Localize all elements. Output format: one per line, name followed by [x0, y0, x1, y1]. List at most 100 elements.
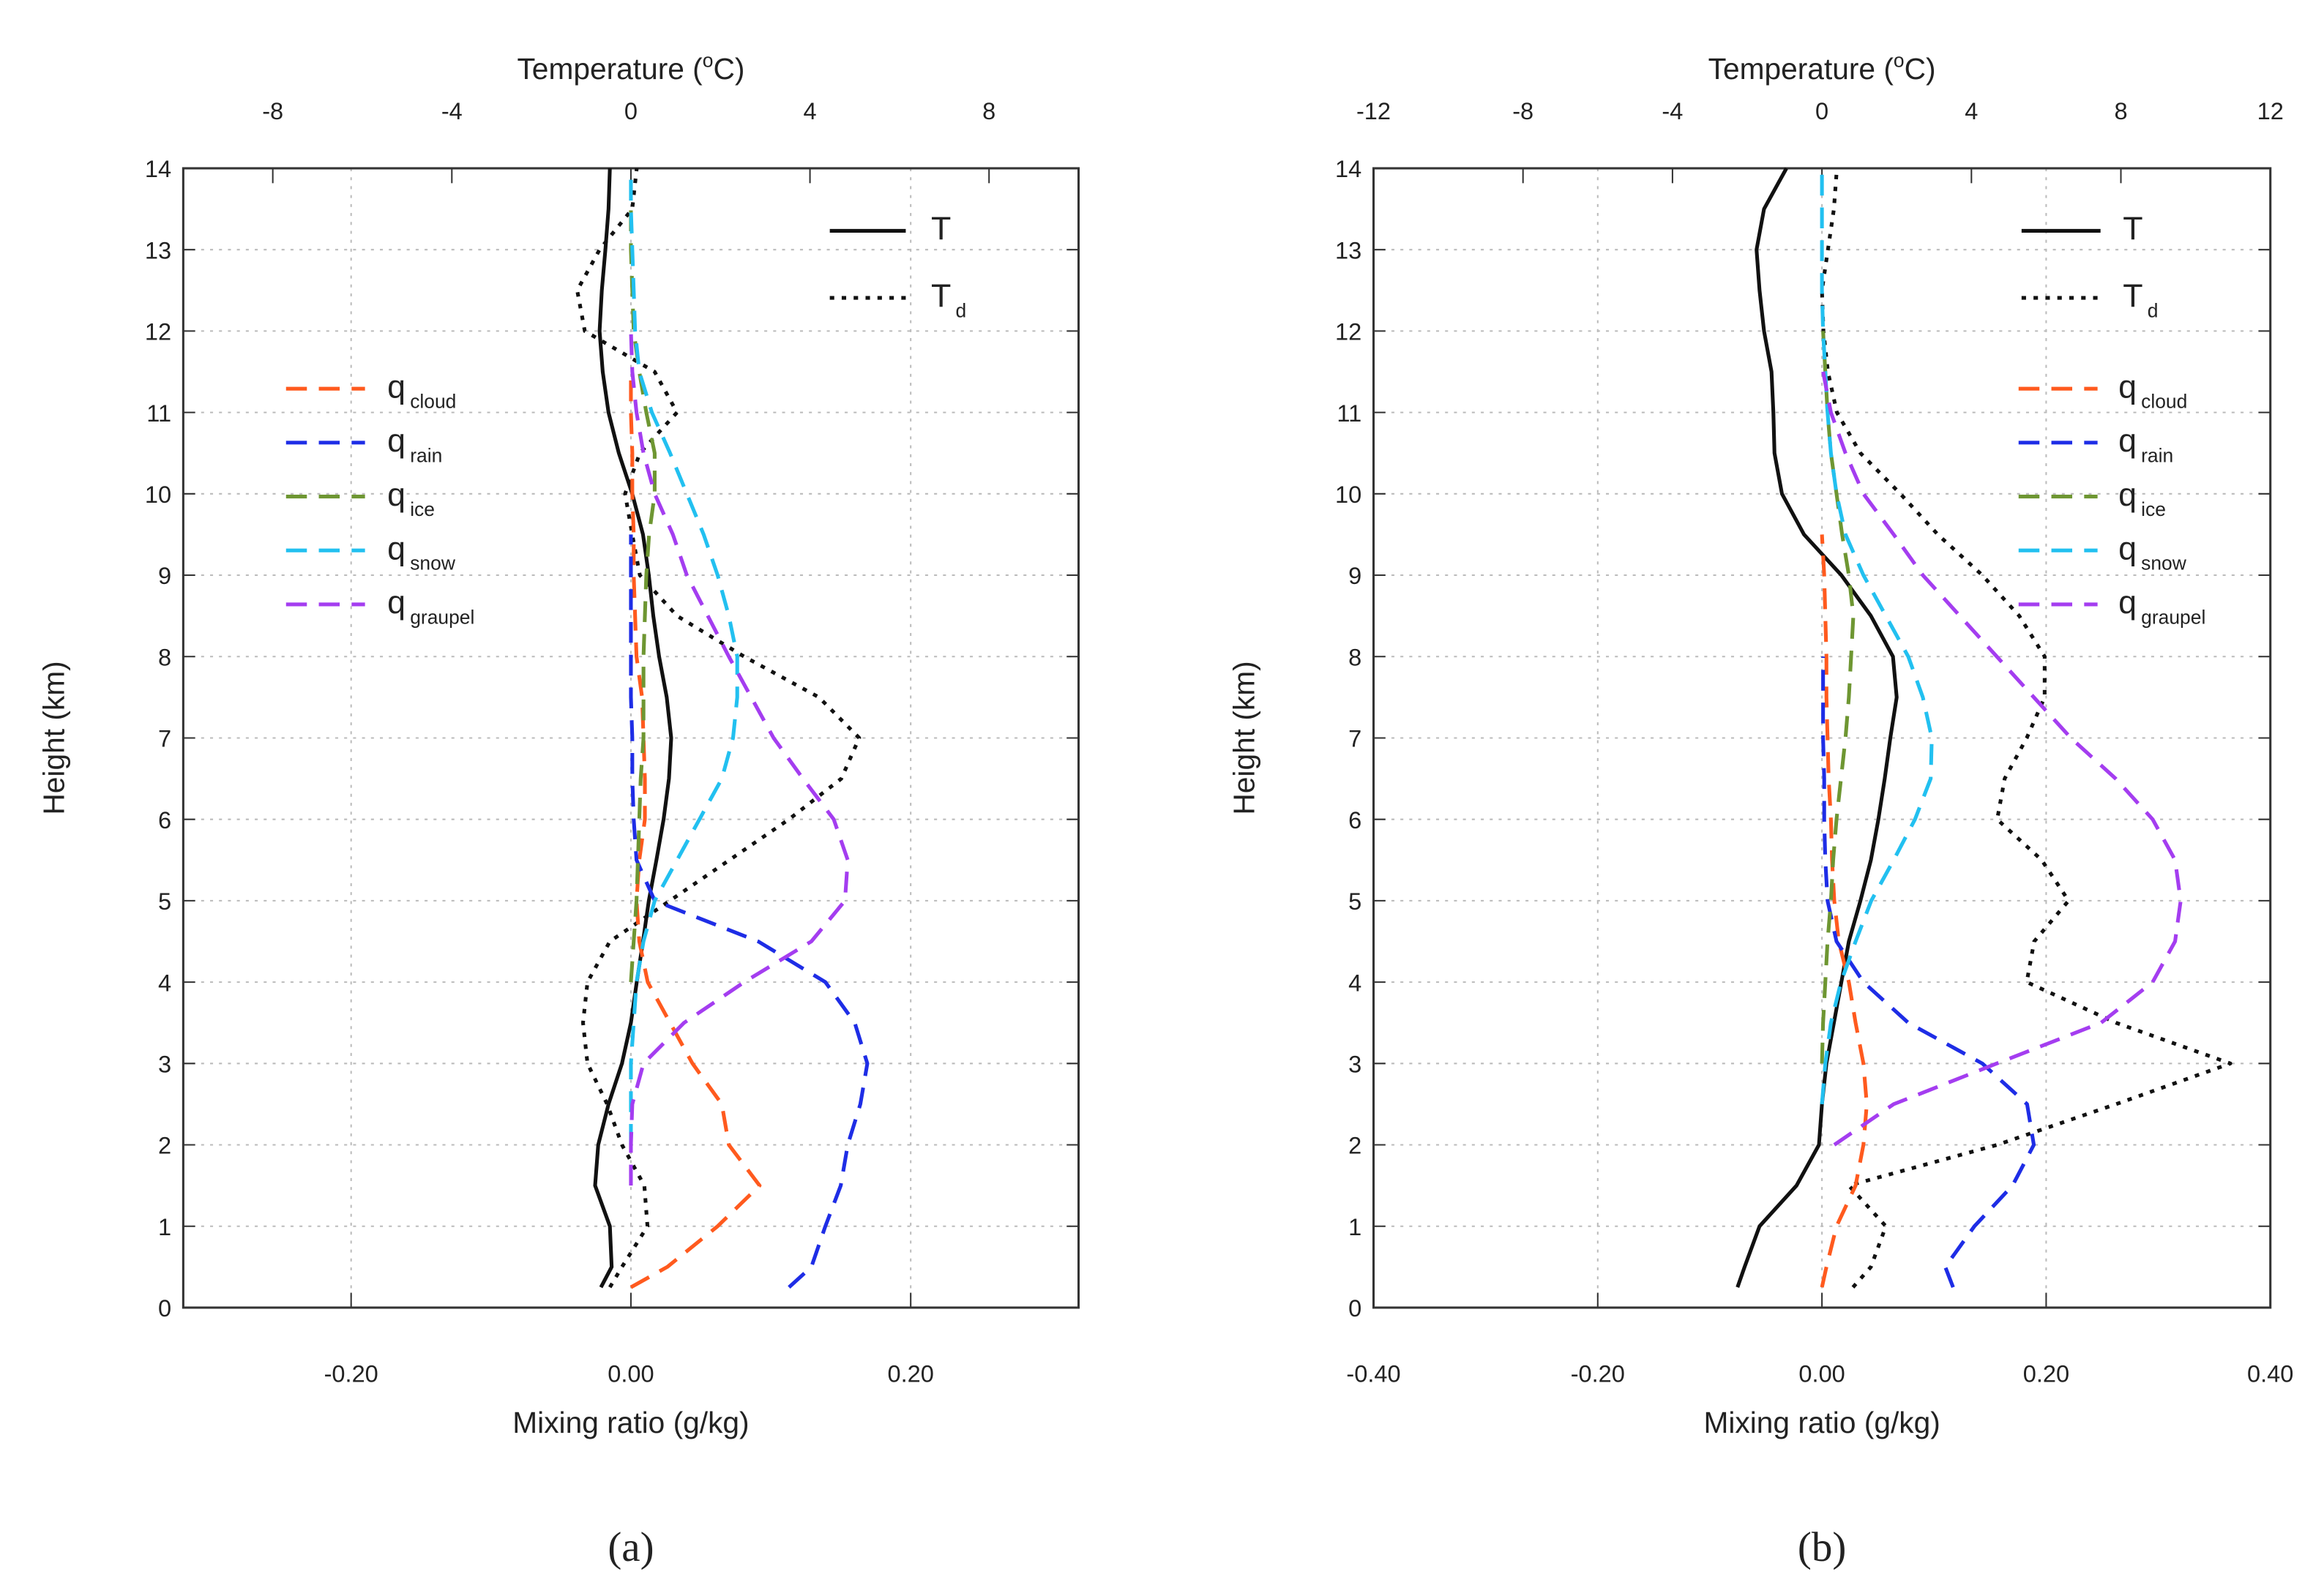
y-tick-label: 10	[1335, 482, 1361, 508]
legend-name: T	[2123, 277, 2142, 314]
legend-label: q ice	[2118, 476, 2166, 520]
panel-label: (a)	[608, 1524, 654, 1570]
y-tick-label: 3	[1348, 1052, 1361, 1078]
legend-sub: snow	[2141, 552, 2187, 574]
legend-name: q	[2118, 530, 2137, 566]
x2-axis-title: Temperature (oC)	[517, 50, 744, 86]
x2-axis-title-part: Temperature (	[1708, 52, 1894, 86]
y-tick-label: 11	[1337, 400, 1361, 427]
y-tick-label: 9	[158, 563, 171, 589]
legend-name: q	[387, 368, 406, 405]
x2-tick-label: 0	[1815, 98, 1828, 124]
y-tick-label: 12	[145, 319, 171, 345]
x-tick-label: -0.40	[1346, 1361, 1400, 1387]
y-tick-label: 1	[1348, 1214, 1361, 1240]
x-tick-label: -0.20	[324, 1361, 378, 1387]
legend-label: q snow	[2118, 530, 2187, 574]
legend-sub: graupel	[410, 606, 474, 628]
panel-label: (b)	[1798, 1524, 1846, 1570]
legend-sub: snow	[410, 552, 456, 574]
x-tick-label: -0.20	[1571, 1361, 1625, 1387]
legend-sub: rain	[410, 444, 442, 466]
legend-sub: d	[2148, 300, 2159, 322]
legend-label: q rain	[387, 422, 442, 466]
y-tick-label: 12	[1335, 319, 1361, 345]
legend-sub: graupel	[2141, 606, 2205, 628]
y-tick-label: 2	[158, 1133, 171, 1159]
x2-axis-title: Temperature (oC)	[1708, 50, 1936, 86]
legend-sub: ice	[2141, 498, 2166, 520]
series-line	[1820, 534, 1869, 1288]
y-tick-label: 6	[1348, 807, 1361, 833]
y-tick-label: 13	[145, 237, 171, 263]
series-line	[629, 534, 870, 1289]
x-tick-label: 0.00	[1798, 1361, 1845, 1387]
legend-name: q	[387, 584, 406, 621]
x-axis-title: Mixing ratio (g/kg)	[512, 1406, 749, 1439]
x-tick-label: 0.40	[2247, 1361, 2293, 1387]
legend-name: T	[931, 277, 951, 314]
series-line	[1821, 371, 2183, 1147]
y-tick-label: 14	[1335, 156, 1361, 182]
y-tick-label: 13	[1335, 237, 1361, 263]
legend-label: q snow	[387, 530, 456, 574]
y-tick-label: 8	[1348, 644, 1361, 670]
y-tick-label: 0	[1348, 1295, 1361, 1322]
series-line	[1821, 656, 2036, 1289]
x-tick-label: 0.20	[888, 1361, 934, 1387]
plot-frame	[182, 167, 1080, 1309]
x2-tick-label: 0	[624, 98, 638, 124]
legend-name: q	[2118, 422, 2137, 459]
legend-sub: ice	[410, 498, 435, 520]
series-line	[593, 168, 673, 1289]
y-tick-label: 7	[1348, 726, 1361, 752]
y-tick-label: 7	[158, 726, 171, 752]
series-line	[1820, 168, 2233, 1289]
legend-label: q ice	[387, 476, 435, 520]
legend-label: q graupel	[387, 584, 474, 628]
legend-sub: d	[956, 300, 967, 322]
x2-tick-label: -8	[1512, 98, 1533, 124]
x2-tick-label: 8	[982, 98, 995, 124]
legend-name: T	[931, 211, 951, 247]
y-tick-label: 2	[1348, 1133, 1361, 1159]
legend-name: q	[387, 530, 406, 566]
legend-name: q	[2118, 476, 2137, 513]
series-line	[629, 331, 850, 1186]
legend-sub: rain	[2141, 444, 2173, 466]
legend-label: q cloud	[2118, 368, 2187, 412]
x2-tick-label: 12	[2257, 98, 2284, 124]
plot-frame	[1372, 167, 2272, 1309]
series-line	[629, 372, 762, 1289]
y-tick-label: 5	[1348, 888, 1361, 915]
y-tick-label: 4	[1348, 970, 1361, 996]
legend-label: T	[931, 211, 951, 247]
x2-axis-title-part: Temperature (	[517, 52, 703, 86]
legend-name: q	[387, 422, 406, 459]
series-line	[1820, 168, 1934, 1105]
x2-axis-title-part: C)	[1905, 52, 1936, 86]
y-tick-label: 14	[145, 156, 171, 182]
legend-name: q	[387, 476, 406, 513]
x2-tick-label: -12	[1356, 98, 1391, 124]
x2-tick-label: -4	[441, 98, 463, 124]
y-tick-label: 6	[158, 807, 171, 833]
y-tick-label: 9	[1348, 563, 1361, 589]
x2-axis-title-sup: o	[1894, 50, 1905, 72]
y-tick-label: 3	[158, 1052, 171, 1078]
y-tick-label: 10	[145, 482, 171, 508]
y-tick-label: 11	[146, 400, 171, 427]
legend-sub: cloud	[2141, 391, 2187, 413]
x2-tick-label: -4	[1662, 98, 1683, 124]
y-tick-label: 4	[158, 970, 171, 996]
y-tick-label: 1	[158, 1214, 171, 1240]
legend-sub: cloud	[410, 391, 456, 413]
x-tick-label: 0.20	[2023, 1361, 2069, 1387]
x-tick-label: 0.00	[608, 1361, 654, 1387]
